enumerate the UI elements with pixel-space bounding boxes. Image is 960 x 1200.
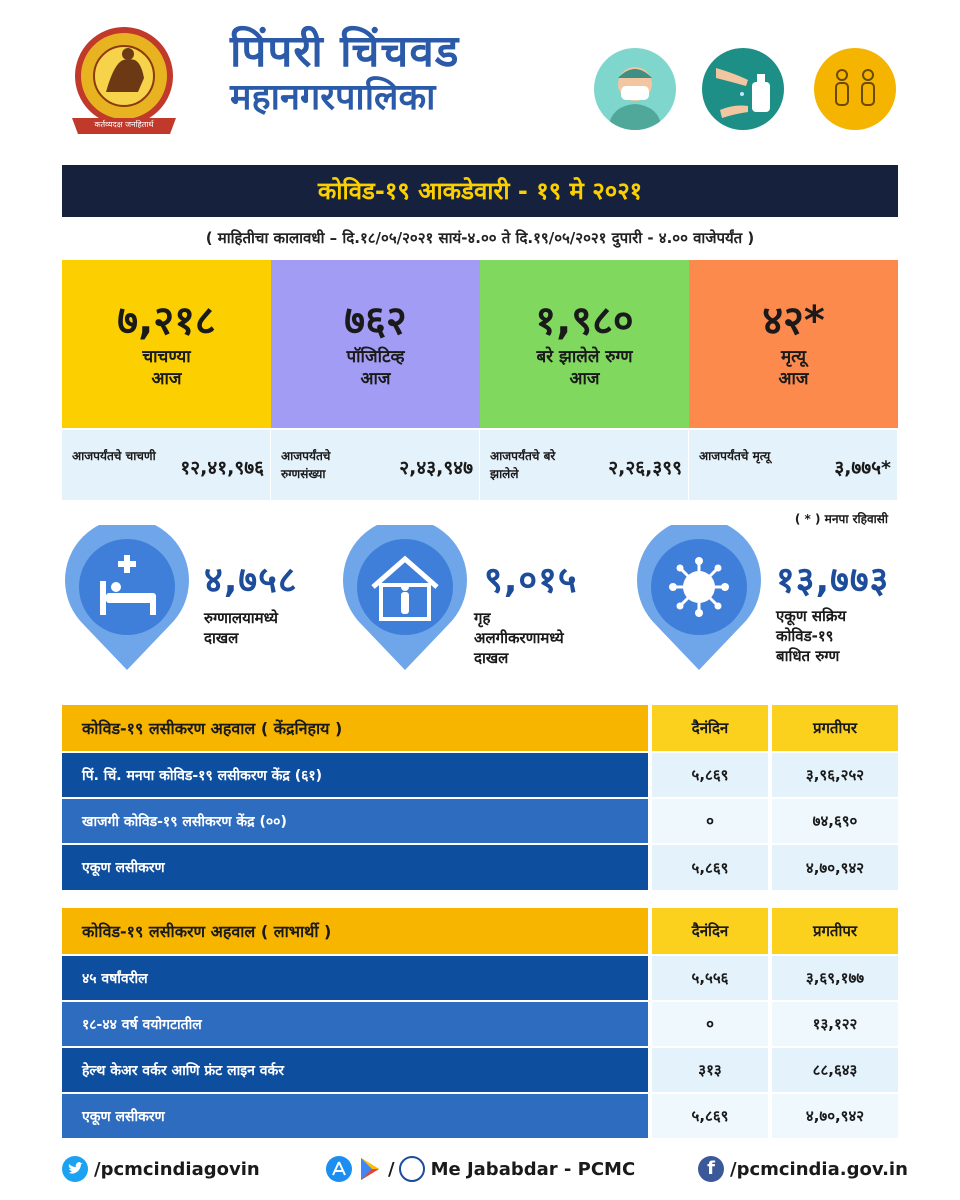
stat-recovered-today: १,९८० बरे झालेले रुग्ण आज — [480, 260, 689, 428]
app-name: Me Jababdar - PCMC — [430, 1158, 636, 1180]
row-daily: ५,८६९ — [652, 753, 768, 797]
column-daily: दैनंदिन — [652, 705, 768, 751]
cumulative-value: २,२६,३९९ — [608, 457, 682, 479]
table-row: १८-४४ वर्ष वयोगटातील ० १३,१२२ — [62, 1002, 898, 1046]
row-label: खाजगी कोविड-१९ लसीकरण केंद्र (००) — [62, 799, 648, 843]
hospitalized-value: ४,७५८ — [204, 560, 298, 601]
table-title: कोविड-१९ लसीकरण अहवाल ( लाभार्थी ) — [62, 908, 648, 954]
brand-name: पिंपरी चिंचवड महानगरपालिका — [230, 28, 459, 120]
stat-label: पॉजिटिव्ह — [346, 347, 405, 367]
row-cumulative: ७४,६९० — [772, 799, 898, 843]
table-header: कोविड-१९ लसीकरण अहवाल ( केंद्रनिहाय ) दै… — [62, 705, 898, 751]
table-row: एकूण लसीकरण ५,८६९ ४,७०,९४२ — [62, 1094, 898, 1138]
row-label: हेल्थ केअर वर्कर आणि फ्रंट लाइन वर्कर — [62, 1048, 648, 1092]
cumulative-label: आजपर्यंतचे मृत्यू — [699, 449, 771, 463]
virus-icon — [634, 518, 764, 670]
stat-value: ७,२१८ — [117, 298, 216, 344]
app-separator: / — [388, 1158, 395, 1180]
stat-sublabel: आज — [360, 369, 391, 389]
data-period: ( माहितीचा कालावधी – दि.१८/०५/२०२१ सायं-… — [205, 229, 755, 247]
row-label: पिं. चिं. मनपा कोविड-१९ लसीकरण केंद्र (६… — [62, 753, 648, 797]
me-jababdar-app-icon — [398, 1156, 425, 1182]
twitter-link[interactable]: /pcmcindiagovin — [62, 1156, 260, 1182]
social-distance-icon — [814, 48, 896, 130]
row-daily: ० — [652, 799, 768, 843]
row-cumulative: १३,१२२ — [772, 1002, 898, 1046]
row-daily: ३१३ — [652, 1048, 768, 1092]
mask-person-icon — [594, 48, 676, 130]
table-row: खाजगी कोविड-१९ लसीकरण केंद्र (००) ० ७४,६… — [62, 799, 898, 843]
cumulative-deaths: आजपर्यंतचे मृत्यू ३,७७५* — [689, 430, 897, 500]
cumulative-label: आजपर्यंतचे बरे झालेले — [490, 449, 556, 481]
cumulative-recovered: आजपर्यंतचे बरे झालेले २,२६,३९९ — [480, 430, 688, 500]
active-cases-value: १३,७७३ — [776, 560, 890, 601]
page-title: कोविड-१९ आकडेवारी - १९ मे २०२१ — [62, 165, 898, 217]
twitter-icon — [62, 1156, 88, 1182]
column-daily: दैनंदिन — [652, 908, 768, 954]
stat-value: ४२* — [762, 298, 825, 344]
stat-deaths-today: ४२* मृत्यू आज — [689, 260, 898, 428]
row-label: ४५ वर्षांवरील — [62, 956, 648, 1000]
stat-label: बरे झालेले रुग्ण — [536, 347, 633, 367]
facebook-handle: /pcmcindia.gov.in — [730, 1158, 908, 1180]
vaccination-by-center-table: कोविड-१९ लसीकरण अहवाल ( केंद्रनिहाय ) दै… — [62, 705, 898, 890]
row-label: एकूण लसीकरण — [62, 1094, 648, 1138]
footnote: ( * ) मनपा रहिवासी — [794, 512, 888, 526]
brand-line-1: पिंपरी चिंचवड — [230, 26, 460, 77]
row-cumulative: ८८,६४३ — [772, 1048, 898, 1092]
table-header: कोविड-१९ लसीकरण अहवाल ( लाभार्थी ) दैनंद… — [62, 908, 898, 954]
cumulative-value: २,४३,९४७ — [399, 457, 473, 479]
hand-sanitizer-icon — [702, 48, 784, 130]
stat-label: चाचण्या — [142, 347, 191, 367]
cumulative-label: आजपर्यंतचे रुग्णसंख्या — [281, 449, 331, 481]
brand-line-2: महानगरपालिका — [230, 77, 436, 118]
table-row: ४५ वर्षांवरील ५,५५६ ३,६९,१७७ — [62, 956, 898, 1000]
column-cumulative: प्रगतीपर — [772, 705, 898, 751]
app-store-icon — [326, 1156, 352, 1182]
row-daily: ५,८६९ — [652, 845, 768, 890]
cumulative-positive: आजपर्यंतचे रुग्णसंख्या २,४३,९४७ — [271, 430, 479, 500]
stat-tests-today: ७,२१८ चाचण्या आज — [62, 260, 271, 428]
home-isolation-icon — [340, 518, 470, 670]
active-cases-label: एकूण सक्रिय कोविड-१९ बाधित रुग्ण — [776, 607, 847, 665]
row-cumulative: ३,६९,१७७ — [772, 956, 898, 1000]
facebook-link[interactable]: f /pcmcindia.gov.in — [698, 1156, 908, 1182]
home-isolation-label: गृह अलगीकरणामध्ये दाखल — [474, 609, 564, 667]
table-row: एकूण लसीकरण ५,८६९ ४,७०,९४२ — [62, 845, 898, 890]
stat-label: मृत्यू — [781, 347, 806, 367]
pcmc-logo: कर्तव्यदक्ष जनहितार्थ — [66, 26, 182, 138]
play-store-icon — [358, 1156, 382, 1182]
home-isolation-value: ९,०१५ — [484, 560, 578, 601]
stat-value: ७६२ — [344, 298, 407, 344]
table-row: हेल्थ केअर वर्कर आणि फ्रंट लाइन वर्कर ३१… — [62, 1048, 898, 1092]
row-daily: ५,५५६ — [652, 956, 768, 1000]
row-cumulative: ४,७०,९४२ — [772, 1094, 898, 1138]
logo-motto: कर्तव्यदक्ष जनहितार्थ — [94, 120, 154, 129]
row-daily: ५,८६९ — [652, 1094, 768, 1138]
vaccination-by-beneficiary-table: कोविड-१९ लसीकरण अहवाल ( लाभार्थी ) दैनंद… — [62, 908, 898, 1138]
row-label: एकूण लसीकरण — [62, 845, 648, 890]
hospital-bed-icon — [62, 518, 192, 670]
cumulative-value: ३,७७५* — [834, 457, 891, 479]
stat-sublabel: आज — [569, 369, 600, 389]
cumulative-tests: आजपर्यंतचे चाचणी १२,४१,९७६ — [62, 430, 270, 500]
row-label: १८-४४ वर्ष वयोगटातील — [62, 1002, 648, 1046]
stat-sublabel: आज — [151, 369, 182, 389]
hospitalized-label: रुग्णालयामध्ये दाखल — [204, 609, 278, 647]
stat-sublabel: आज — [778, 369, 809, 389]
row-cumulative: ३,९६,२५२ — [772, 753, 898, 797]
row-cumulative: ४,७०,९४२ — [772, 845, 898, 890]
facebook-icon: f — [698, 1156, 724, 1182]
stat-value: १,९८० — [535, 298, 634, 344]
table-row: पिं. चिं. मनपा कोविड-१९ लसीकरण केंद्र (६… — [62, 753, 898, 797]
stat-positive-today: ७६२ पॉजिटिव्ह आज — [271, 260, 480, 428]
table-title: कोविड-१९ लसीकरण अहवाल ( केंद्रनिहाय ) — [62, 705, 648, 751]
app-link[interactable]: / Me Jababdar - PCMC — [326, 1156, 635, 1182]
row-daily: ० — [652, 1002, 768, 1046]
column-cumulative: प्रगतीपर — [772, 908, 898, 954]
cumulative-value: १२,४१,९७६ — [180, 457, 264, 479]
cumulative-label: आजपर्यंतचे चाचणी — [72, 449, 156, 463]
twitter-handle: /pcmcindiagovin — [94, 1158, 260, 1180]
